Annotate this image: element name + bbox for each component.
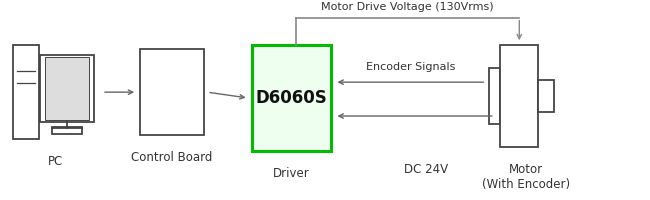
Text: Encoder Signals: Encoder Signals [366, 62, 455, 72]
Bar [13, 45, 38, 139]
Bar [40, 55, 94, 122]
Bar [140, 49, 204, 135]
Text: Driver: Driver [273, 167, 310, 180]
Text: Control Board: Control Board [131, 151, 213, 164]
Text: DC 24V: DC 24V [404, 163, 448, 176]
Bar [489, 68, 500, 124]
Bar [252, 45, 332, 151]
Bar [53, 127, 82, 134]
Bar [538, 80, 554, 112]
Bar [46, 57, 88, 120]
Text: Motor Drive Voltage (130Vrms): Motor Drive Voltage (130Vrms) [321, 2, 494, 12]
Text: D6060S: D6060S [255, 89, 328, 107]
Bar [500, 45, 538, 147]
Text: Motor
(With Encoder): Motor (With Encoder) [482, 163, 569, 191]
Text: PC: PC [48, 155, 64, 168]
